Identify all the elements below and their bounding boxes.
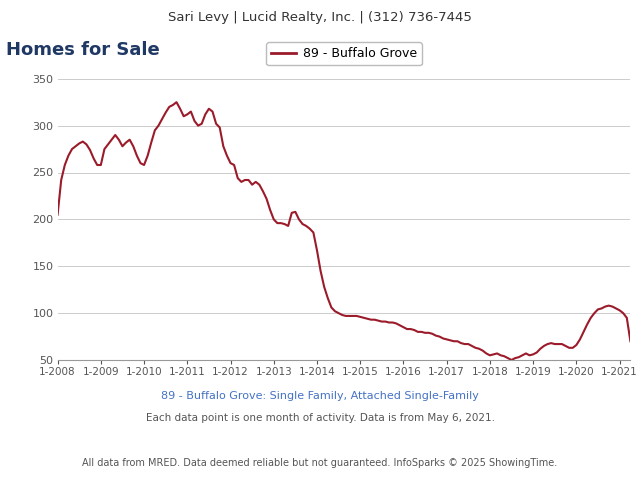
- Text: All data from MRED. Data deemed reliable but not guaranteed. InfoSparks © 2025 S: All data from MRED. Data deemed reliable…: [83, 458, 557, 468]
- Legend: 89 - Buffalo Grove: 89 - Buffalo Grove: [266, 42, 422, 65]
- Text: Sari Levy | Lucid Realty, Inc. | (312) 736-7445: Sari Levy | Lucid Realty, Inc. | (312) 7…: [168, 12, 472, 24]
- Text: Homes for Sale: Homes for Sale: [6, 41, 160, 60]
- Text: 89 - Buffalo Grove: Single Family, Attached Single-Family: 89 - Buffalo Grove: Single Family, Attac…: [161, 391, 479, 401]
- Text: Each data point is one month of activity. Data is from May 6, 2021.: Each data point is one month of activity…: [145, 413, 495, 422]
